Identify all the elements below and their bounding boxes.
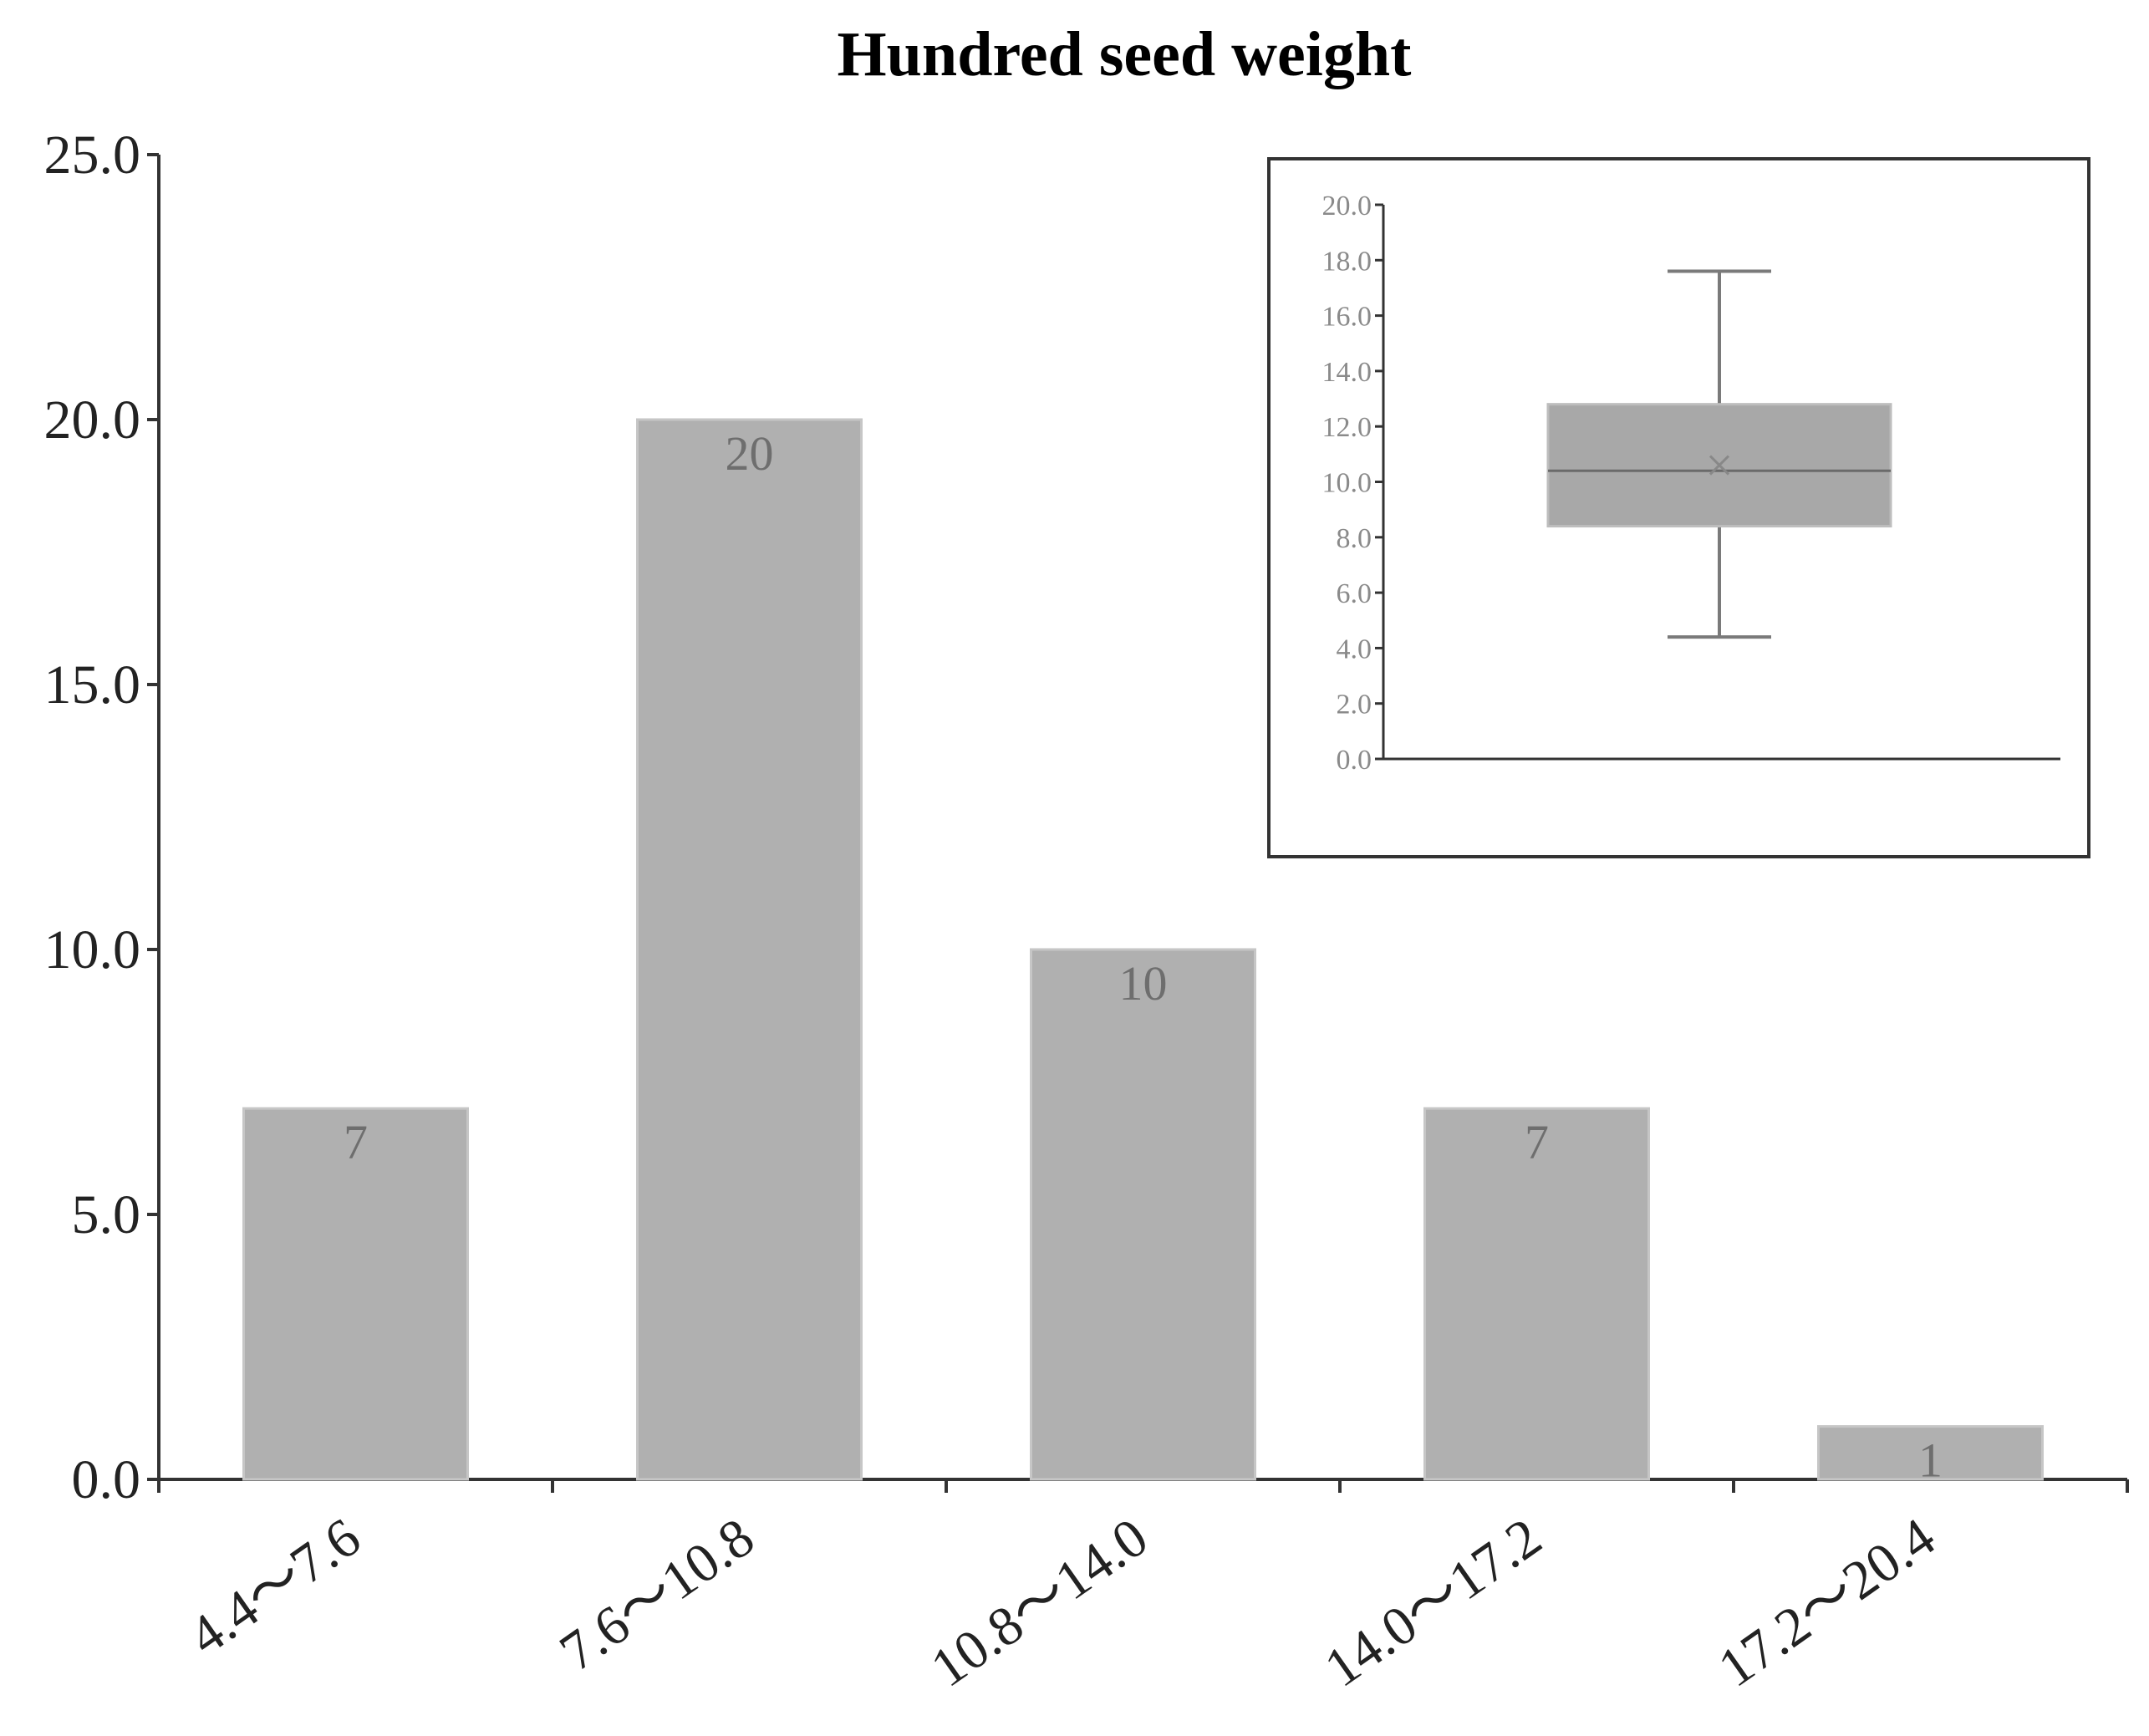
bar (636, 418, 863, 1481)
x-tick-label: 7.6～10.8 (549, 1506, 765, 1683)
y-tick-label: 10.0 (44, 919, 141, 980)
inset-y-tick-label: 8.0 (1337, 523, 1372, 554)
y-tick-label: 15.0 (44, 654, 141, 715)
inset-y-tick-label: 6.0 (1337, 578, 1372, 609)
x-tick-label: 4.4～7.6 (178, 1506, 371, 1667)
mean-marker (1709, 455, 1730, 476)
x-tick-label: 17.2～20.4 (1708, 1506, 1946, 1698)
bar (1030, 948, 1256, 1481)
bar-data-label: 1 (1918, 1433, 1943, 1488)
bar (1423, 1107, 1650, 1481)
inset-y-tick-label: 0.0 (1337, 745, 1372, 776)
y-tick-label: 25.0 (44, 125, 141, 186)
inset-boxplot: 0.0 2.0 4.0 6.0 8.0 10.0 12.0 14.0 16.0 18.0 20.0 (1267, 157, 2090, 858)
x-tick-label: 10.8～14.0 (920, 1506, 1159, 1698)
inset-y-tick-label: 18.0 (1322, 246, 1372, 277)
y-tick-label: 0.0 (72, 1449, 141, 1510)
y-tick-label: 20.0 (44, 389, 141, 451)
x-tick-label: 14.0～17.2 (1314, 1506, 1552, 1698)
inset-y-tick-label: 20.0 (1322, 191, 1372, 221)
y-tick-label: 5.0 (72, 1184, 141, 1245)
inset-y-tick-label: 12.0 (1322, 412, 1372, 443)
bar-data-label: 7 (344, 1115, 368, 1169)
chart-title: Hundred seed weight (838, 19, 1412, 89)
inset-y-tick-label: 4.0 (1337, 634, 1372, 664)
bar-data-label: 7 (1525, 1115, 1549, 1169)
bar (242, 1107, 469, 1481)
bar-data-label: 20 (726, 426, 774, 481)
bar (1817, 1425, 2044, 1481)
bar-data-label: 10 (1119, 956, 1168, 1011)
inset-y-tick-label: 16.0 (1322, 302, 1372, 333)
inset-y-tick-label: 2.0 (1337, 690, 1372, 720)
inset-y-tick-label: 10.0 (1322, 468, 1372, 499)
inset-y-tick-label: 14.0 (1322, 357, 1372, 388)
